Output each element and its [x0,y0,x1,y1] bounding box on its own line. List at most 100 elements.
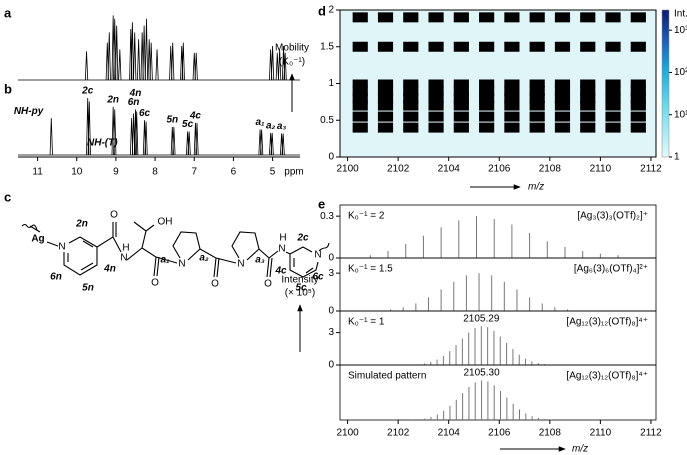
heat-cell [554,111,571,122]
subplot-annotation: Simulated pattern [348,371,426,382]
atom-label: N [120,253,127,264]
peak-label: 6n [128,97,140,108]
peak [87,101,91,156]
heat-cell [403,41,419,52]
heat-cell [377,85,394,96]
heat-cell [428,93,444,104]
atom-label: O [211,279,219,290]
heat-cell [428,100,444,111]
peak-label: 2n [106,94,119,105]
heat-cell [529,122,545,133]
position-label: 2n [75,219,88,230]
y-tick-label: 3 [328,268,334,279]
x-tick-label: 8 [152,167,158,178]
peak [135,111,139,156]
heat-cell [554,122,571,133]
heat-cell [630,41,646,52]
y-tick-label: 0.5 [320,115,334,126]
heat-cell [504,41,520,52]
heat-cell [580,100,596,111]
heat-cell [529,79,545,88]
x-tick-label: 2104 [438,428,461,439]
peak [270,45,275,81]
x-tick-label: 2108 [539,164,562,175]
heat-cell [605,122,621,133]
peak [113,109,117,156]
x-tick-label: 2110 [590,164,612,175]
peak-label: a₃ [277,121,287,132]
heat-cell [529,100,545,111]
peak [137,39,141,81]
peak-label: 2105.29 [463,314,500,325]
heat-cell [403,12,419,23]
y-tick-label: 1 [328,78,334,89]
colorbar-tick-label: 1 [674,152,680,163]
y-axis-unit: (× 10⁵) [285,288,316,299]
peak [278,49,282,81]
x-tick-label: 11 [32,167,43,178]
x-tick-label: 5 [270,167,276,178]
atom-label: O [264,279,272,290]
peak-label: 2c [81,86,94,97]
heat-cell [453,111,469,122]
heat-cell [630,12,646,23]
heat-cell [403,100,419,111]
heat-cell [428,122,444,133]
peak [181,42,185,81]
heat-cell [428,85,444,96]
y-tick-label: 0 [328,306,334,317]
heat-cell [479,41,495,52]
peak [270,132,274,156]
x-tick-label: 7 [191,167,197,178]
heat-cell [453,85,469,96]
panel-label: e [318,196,325,211]
heat-cell [554,93,571,104]
x-axis-label: ppm [284,167,303,178]
peak [118,49,122,81]
peak-label: NH-py [14,106,44,117]
peak [144,18,149,81]
peak [113,18,117,81]
x-axis-label: m/z [528,182,544,193]
heat-cell [479,12,495,23]
colorbar-tick-label: 10² [674,67,687,78]
heat-cell [352,100,368,111]
heat-cell [479,93,495,104]
peak [107,32,111,81]
peak-label: a₁ [256,117,266,128]
position-label: 6c [312,272,324,283]
peak [281,133,285,156]
position-label: 4n [103,264,116,275]
x-tick-label: 2100 [336,164,359,175]
y-tick-label: 1.5 [320,41,334,52]
peak-label: NH-(T) [87,138,118,149]
atom-label: H [122,243,129,254]
x-tick-label: 2112 [640,164,662,175]
heat-cell [504,100,520,111]
heat-cell [529,93,545,104]
heat-cell [479,100,495,111]
heat-cell [580,111,596,122]
position-label: a₂ [199,253,209,264]
heat-cell [630,93,646,104]
y-tick-label: 0.3 [320,211,334,222]
heat-cell [453,41,469,52]
heat-cell [580,41,596,52]
peak-label: 2105.30 [463,368,500,379]
colorbar-tick-label: 10¹ [674,109,687,120]
heat-cell [580,79,596,88]
heat-cell [403,111,419,122]
y-tick-label: 2 [328,5,334,16]
peak-label: 4n [129,88,142,99]
colorbar [661,9,670,158]
peak-label: 5n [166,115,178,126]
heat-cell [630,122,646,133]
heat-cell [428,79,444,88]
heat-cell [630,111,646,122]
x-tick-label: 10 [71,167,83,178]
heat-cell [352,111,368,122]
x-axis-label: m/z [572,444,588,455]
subplot-annotation: K₀⁻¹ = 1.5 [348,264,393,275]
atom-label: H [279,233,286,244]
